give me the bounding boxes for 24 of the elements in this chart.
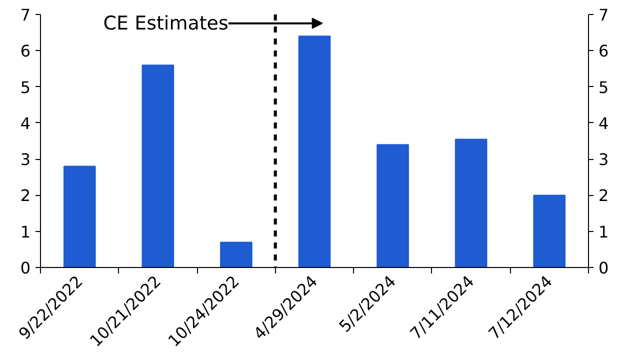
bar — [533, 194, 566, 268]
bar — [298, 36, 331, 268]
y-tick-label: 5 — [20, 78, 31, 97]
y2-tick-label: 4 — [598, 114, 609, 133]
bar — [220, 242, 252, 268]
y2-tick-label: 6 — [598, 42, 609, 61]
y2-tick-label: 7 — [598, 6, 609, 24]
y2-tick-label: 1 — [598, 222, 609, 242]
bar — [142, 64, 174, 268]
ref-line-label: CE Estimates — [103, 12, 228, 34]
y-tick-label: 1 — [20, 222, 31, 242]
y2-tick-label: 3 — [598, 150, 609, 170]
y2-tick-label: 5 — [598, 78, 609, 97]
y-tick-label: 2 — [20, 186, 31, 206]
y-tick-label: 6 — [20, 42, 31, 61]
y-tick-label: 4 — [20, 114, 31, 133]
bar — [454, 138, 488, 268]
y-tick-label: 3 — [20, 150, 31, 170]
bar — [376, 144, 409, 268]
y2-tick-label: 2 — [598, 186, 609, 206]
y-tick-label: 7 — [20, 6, 31, 24]
bar — [63, 166, 96, 268]
y-tick-label: 0 — [20, 258, 31, 278]
y2-tick-label: 0 — [598, 258, 609, 278]
